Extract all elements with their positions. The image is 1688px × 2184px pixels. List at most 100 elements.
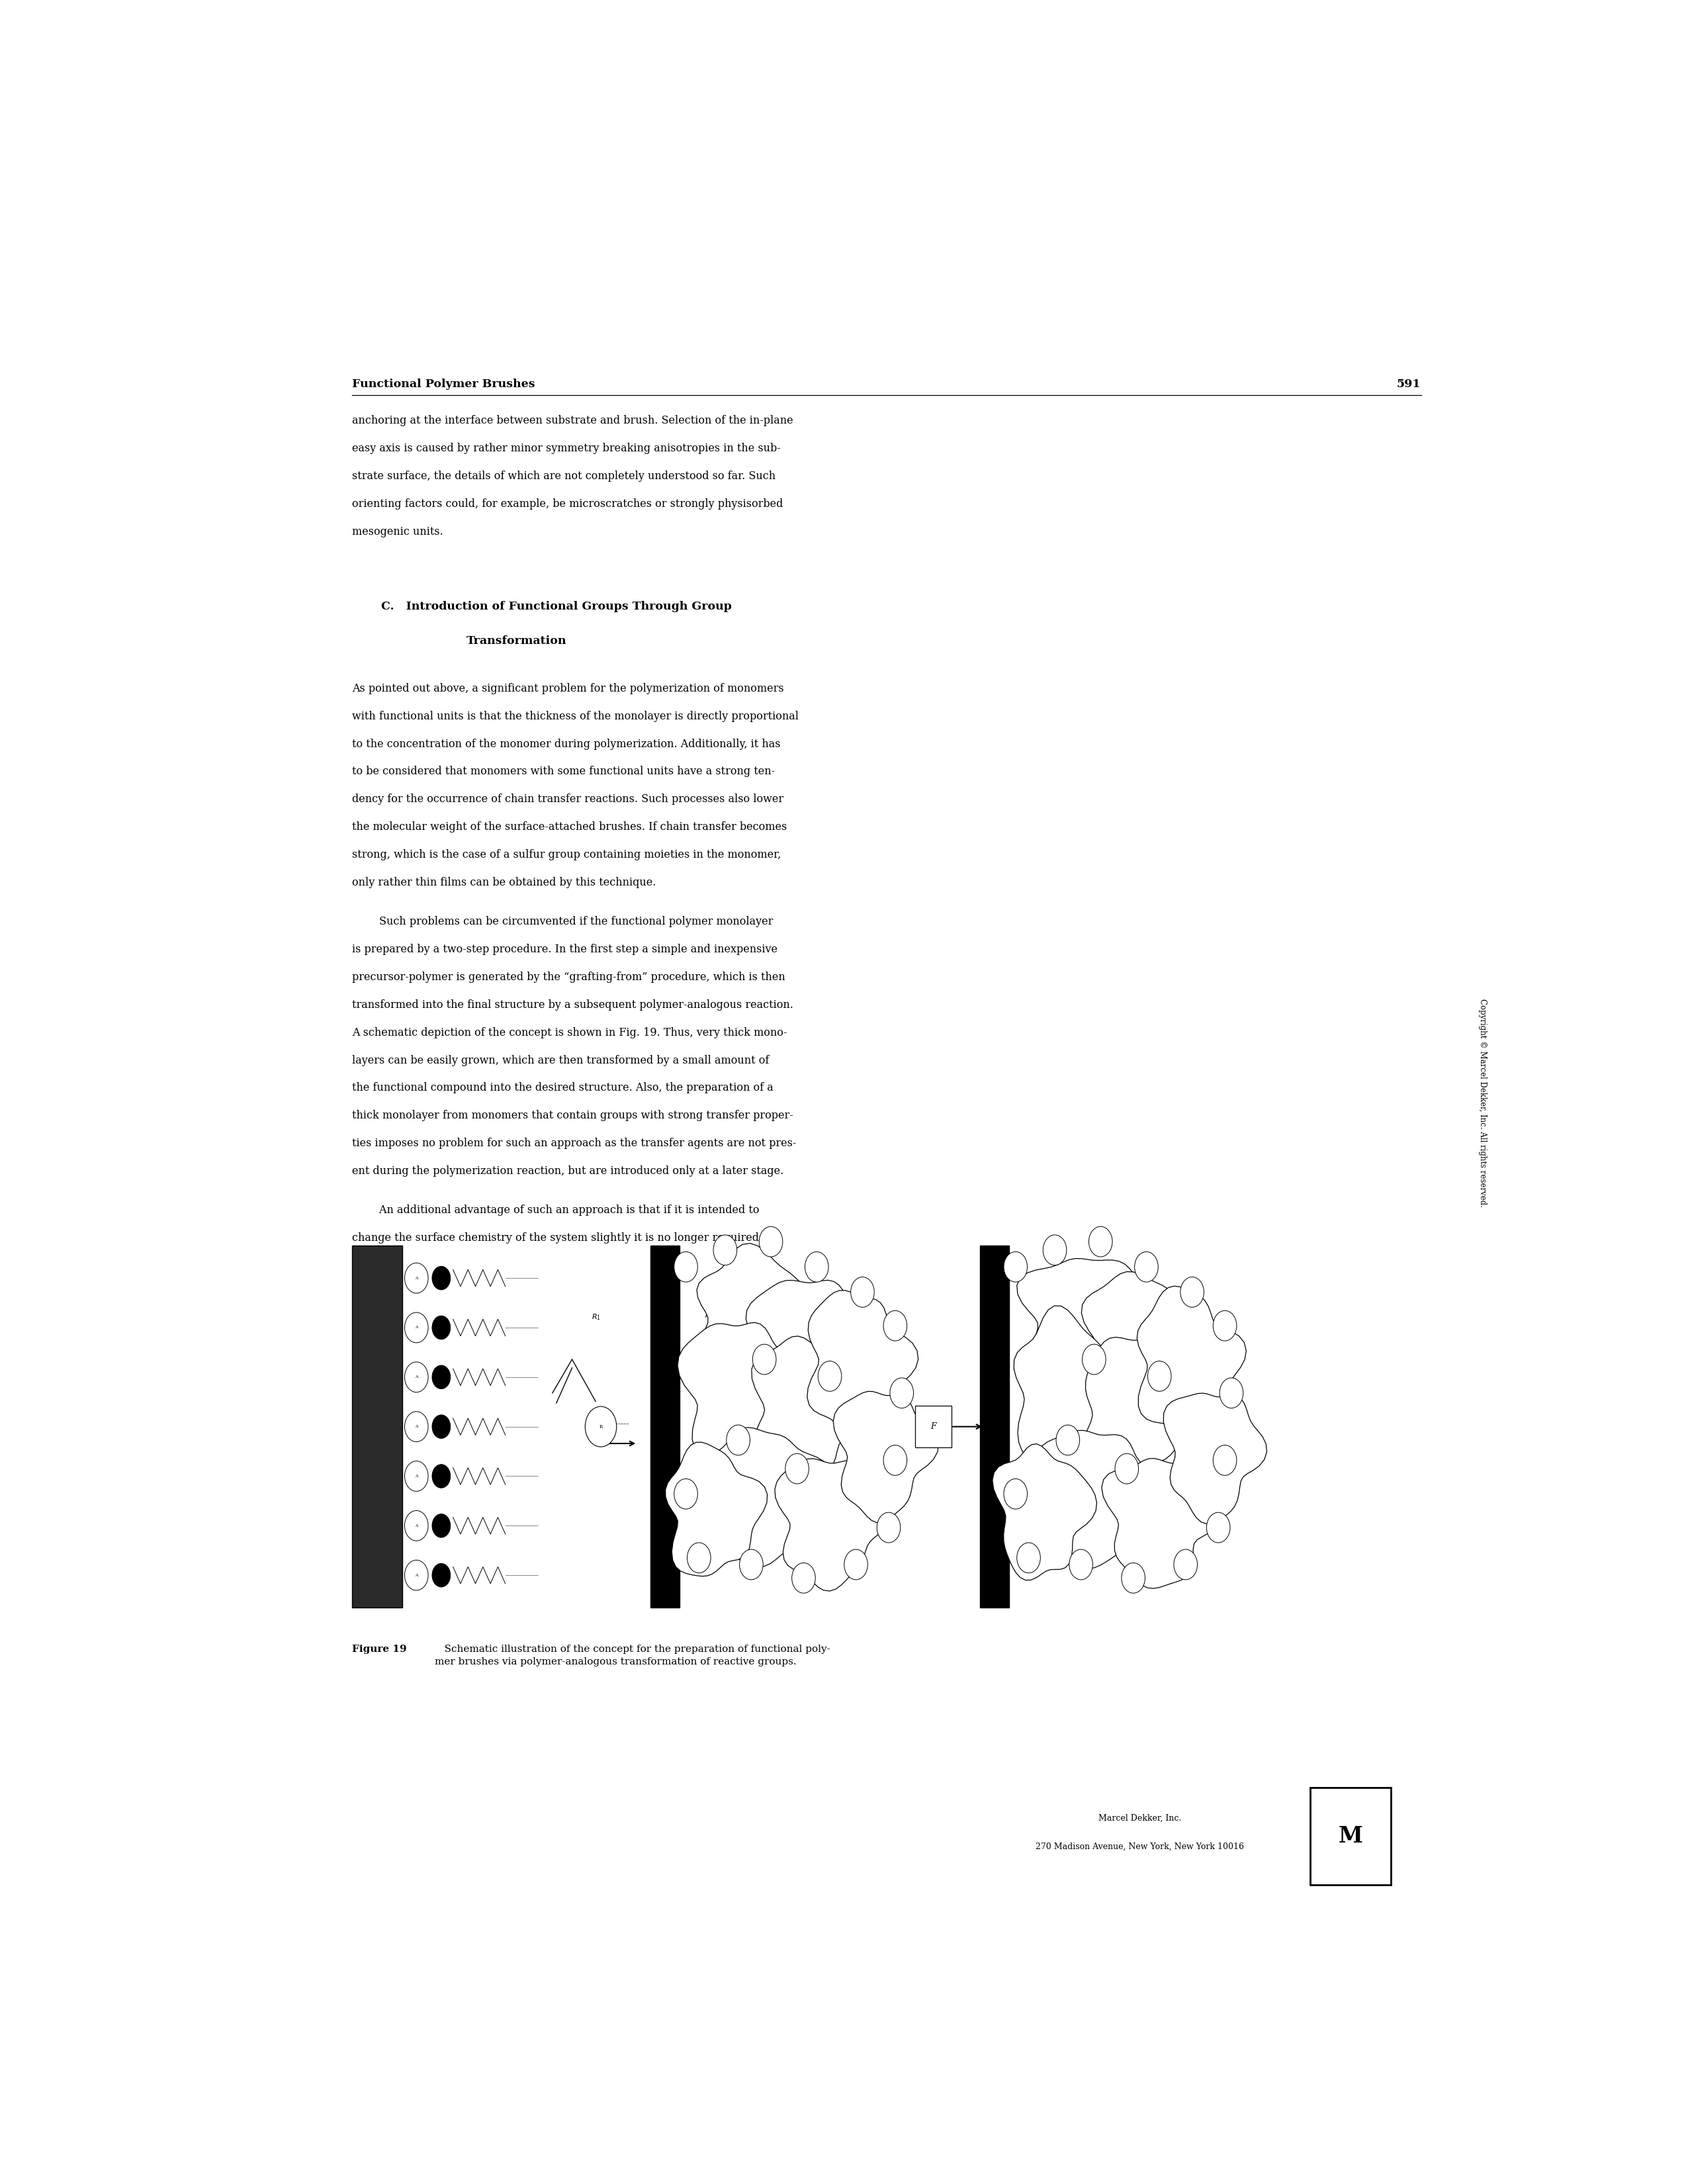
Polygon shape <box>1082 1337 1197 1481</box>
Text: As pointed out above, a significant problem for the polymerization of monomers: As pointed out above, a significant prob… <box>353 684 785 695</box>
Circle shape <box>739 1548 763 1579</box>
Circle shape <box>1057 1424 1080 1455</box>
Circle shape <box>432 1415 451 1439</box>
Text: dency for the occurrence of chain transfer reactions. Such processes also lower: dency for the occurrence of chain transf… <box>353 793 783 806</box>
Bar <box>353 1245 402 1607</box>
Circle shape <box>1207 1511 1231 1542</box>
Text: change the surface chemistry of the system slightly it is no longer required to: change the surface chemistry of the syst… <box>353 1232 773 1243</box>
Text: C.   Introduction of Functional Groups Through Group: C. Introduction of Functional Groups Thr… <box>381 601 731 612</box>
Bar <box>915 1406 952 1448</box>
Text: transformed into the final structure by a subsequent polymer-analogous reaction.: transformed into the final structure by … <box>353 998 793 1011</box>
Text: is prepared by a two-step procedure. In the first step a simple and inexpensive: is prepared by a two-step procedure. In … <box>353 943 778 954</box>
Circle shape <box>1004 1251 1028 1282</box>
Text: Schematic illustration of the concept for the preparation of functional poly-
me: Schematic illustration of the concept fo… <box>436 1645 830 1666</box>
Text: R: R <box>599 1424 603 1428</box>
Circle shape <box>1214 1446 1237 1476</box>
Circle shape <box>844 1548 868 1579</box>
Bar <box>650 1245 679 1607</box>
Text: precursor-polymer is generated by the “grafting-from” procedure, which is then: precursor-polymer is generated by the “g… <box>353 972 785 983</box>
Circle shape <box>753 1343 776 1374</box>
Polygon shape <box>697 1243 834 1382</box>
Circle shape <box>1134 1251 1158 1282</box>
Text: An additional advantage of such an approach is that if it is intended to: An additional advantage of such an appro… <box>353 1203 760 1216</box>
Circle shape <box>405 1313 429 1343</box>
Circle shape <box>405 1461 429 1492</box>
Circle shape <box>405 1363 429 1391</box>
Text: ties imposes no problem for such an approach as the transfer agents are not pres: ties imposes no problem for such an appr… <box>353 1138 797 1149</box>
Polygon shape <box>1036 1431 1161 1568</box>
Text: A: A <box>415 1474 419 1479</box>
Text: anchoring at the interface between substrate and brush. Selection of the in-plan: anchoring at the interface between subst… <box>353 415 793 426</box>
Circle shape <box>674 1251 697 1282</box>
Text: ent during the polymerization reaction, but are introduced only at a later stage: ent during the polymerization reaction, … <box>353 1166 783 1177</box>
Text: Such problems can be circumvented if the functional polymer monolayer: Such problems can be circumvented if the… <box>353 915 773 928</box>
Circle shape <box>1069 1548 1092 1579</box>
Polygon shape <box>751 1337 869 1483</box>
Text: orienting factors could, for example, be microscratches or strongly physisorbed: orienting factors could, for example, be… <box>353 498 783 509</box>
Circle shape <box>1004 1479 1028 1509</box>
Polygon shape <box>1082 1271 1214 1411</box>
Circle shape <box>760 1227 783 1256</box>
Circle shape <box>405 1411 429 1441</box>
Polygon shape <box>807 1291 918 1431</box>
Text: thick monolayer from monomers that contain groups with strong transfer proper-: thick monolayer from monomers that conta… <box>353 1109 793 1120</box>
Text: the functional compound into the desired structure. Also, the preparation of a: the functional compound into the desired… <box>353 1083 773 1094</box>
Text: easy axis is caused by rather minor symmetry breaking anisotropies in the sub-: easy axis is caused by rather minor symm… <box>353 443 782 454</box>
Circle shape <box>432 1315 451 1339</box>
Text: Marcel Dekker, Inc.: Marcel Dekker, Inc. <box>1099 1815 1182 1824</box>
Polygon shape <box>1138 1286 1246 1426</box>
Text: Transformation: Transformation <box>466 636 567 646</box>
Text: A: A <box>415 1424 419 1428</box>
Circle shape <box>851 1278 874 1308</box>
Text: Functional Polymer Brushes: Functional Polymer Brushes <box>353 378 535 391</box>
Bar <box>981 1245 1009 1607</box>
Circle shape <box>1180 1278 1204 1308</box>
Circle shape <box>1214 1310 1237 1341</box>
Circle shape <box>883 1310 906 1341</box>
Circle shape <box>432 1514 451 1538</box>
Circle shape <box>432 1365 451 1389</box>
Circle shape <box>432 1564 451 1588</box>
Circle shape <box>405 1511 429 1542</box>
Bar <box>1310 1787 1391 1885</box>
Text: A: A <box>415 1376 419 1378</box>
Text: A: A <box>415 1575 419 1577</box>
Circle shape <box>687 1542 711 1572</box>
Polygon shape <box>746 1280 881 1417</box>
Text: F: F <box>930 1422 935 1431</box>
Polygon shape <box>775 1459 895 1590</box>
Circle shape <box>819 1361 842 1391</box>
Polygon shape <box>1163 1393 1266 1524</box>
Circle shape <box>876 1511 900 1542</box>
Circle shape <box>586 1406 616 1446</box>
Text: to be considered that monomers with some functional units have a strong ten-: to be considered that monomers with some… <box>353 767 775 778</box>
Circle shape <box>714 1234 738 1265</box>
Polygon shape <box>1016 1258 1163 1387</box>
Circle shape <box>1121 1564 1144 1592</box>
Text: with functional units is that the thickness of the monolayer is directly proport: with functional units is that the thickn… <box>353 710 798 721</box>
Circle shape <box>883 1446 906 1476</box>
Text: layers can be easily grown, which are then transformed by a small amount of: layers can be easily grown, which are th… <box>353 1055 770 1066</box>
Text: strate surface, the details of which are not completely understood so far. Such: strate surface, the details of which are… <box>353 470 776 483</box>
Polygon shape <box>993 1444 1097 1581</box>
Text: A: A <box>415 1524 419 1527</box>
Circle shape <box>405 1559 429 1590</box>
Circle shape <box>1082 1343 1106 1374</box>
Circle shape <box>1089 1227 1112 1256</box>
Text: strong, which is the case of a sulfur group containing moieties in the monomer,: strong, which is the case of a sulfur gr… <box>353 850 782 860</box>
Circle shape <box>1016 1542 1040 1572</box>
Circle shape <box>726 1424 749 1455</box>
Polygon shape <box>1014 1306 1134 1472</box>
Polygon shape <box>665 1441 768 1577</box>
Circle shape <box>1220 1378 1242 1409</box>
Polygon shape <box>677 1324 805 1476</box>
Text: M: M <box>1339 1826 1362 1848</box>
Text: 270 Madison Avenue, New York, New York 10016: 270 Madison Avenue, New York, New York 1… <box>1036 1843 1244 1852</box>
Text: $R_1$: $R_1$ <box>592 1313 601 1321</box>
Circle shape <box>674 1479 697 1509</box>
Circle shape <box>1173 1548 1197 1579</box>
Circle shape <box>890 1378 913 1409</box>
Circle shape <box>1148 1361 1171 1391</box>
Circle shape <box>1116 1455 1138 1483</box>
Text: the molecular weight of the surface-attached brushes. If chain transfer becomes: the molecular weight of the surface-atta… <box>353 821 787 832</box>
